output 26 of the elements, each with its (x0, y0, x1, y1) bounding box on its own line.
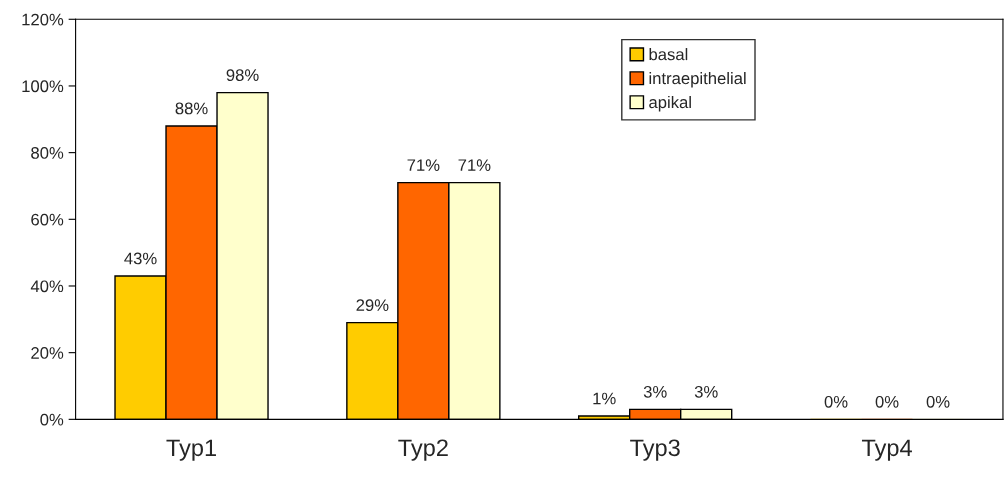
data-label: 3% (643, 385, 667, 398)
data-label: 71% (458, 159, 491, 171)
x-tick-label: Typ3 (630, 439, 680, 461)
y-tick-label: 60% (31, 213, 64, 226)
y-tick-label: 0% (40, 413, 64, 426)
data-label: 1% (593, 392, 616, 405)
x-tick-label: Typ4 (861, 439, 912, 461)
y-tick-label: 80% (31, 147, 64, 159)
data-label: 98% (226, 69, 259, 81)
y-tick-label: 40% (30, 280, 64, 293)
legend-label: apikal (649, 95, 691, 112)
data-label: 88% (175, 102, 208, 115)
data-label: 43% (124, 252, 157, 265)
x-tick-label: Typ2 (398, 439, 448, 461)
data-label: 71% (407, 159, 440, 171)
x-tick-label: Typ1 (166, 439, 216, 461)
y-tick-label: 120% (22, 13, 64, 26)
y-tick-label: 20% (31, 347, 64, 359)
legend-label: intraepithelial (649, 72, 746, 88)
data-label: 0% (875, 395, 899, 408)
data-label: 29% (356, 299, 389, 312)
legend-label: basal (649, 48, 688, 61)
data-label: 0% (824, 395, 848, 408)
data-label: 0% (926, 395, 950, 408)
data-label: 3% (694, 385, 718, 398)
y-tick-label: 100% (22, 80, 64, 93)
